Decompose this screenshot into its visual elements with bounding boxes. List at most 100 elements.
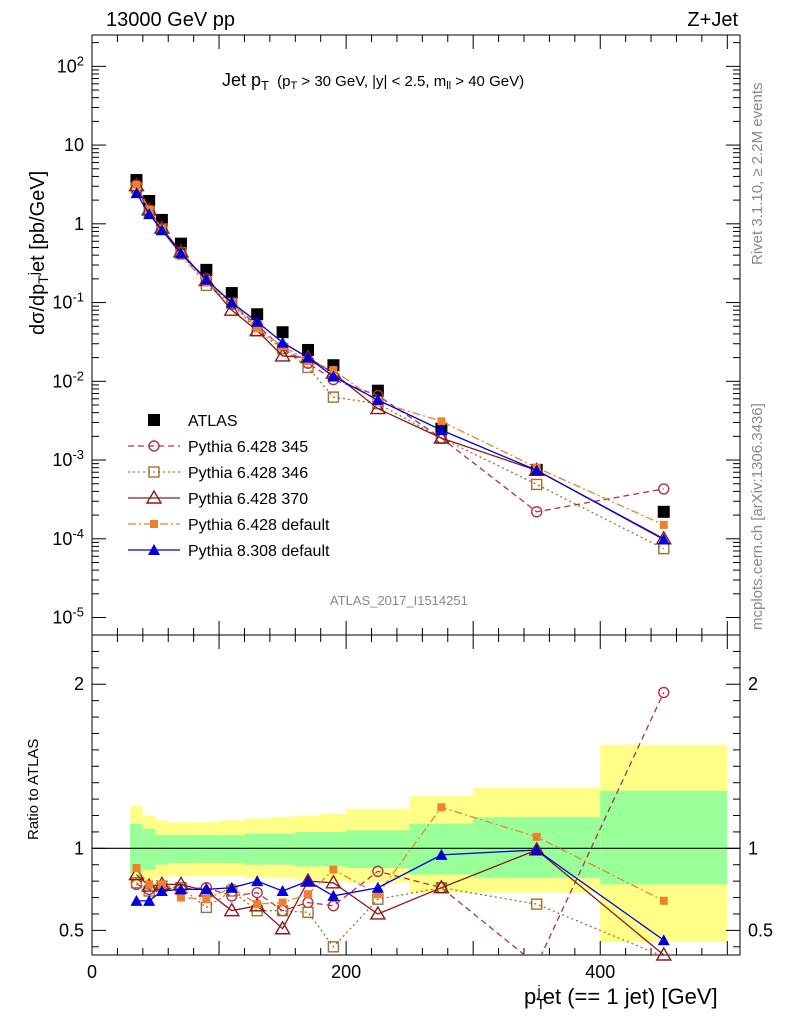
x-tick-label: 0 <box>87 962 97 982</box>
ratio-data-point <box>130 894 143 906</box>
ratio-data-point <box>274 920 291 935</box>
inner-band-bin <box>193 835 220 864</box>
legend-entry-5: Pythia 8.308 default <box>128 543 330 560</box>
legend-label: Pythia 6.428 345 <box>188 439 308 456</box>
ratio-data-point <box>143 894 156 906</box>
legend-label: Pythia 6.428 370 <box>188 491 308 508</box>
main-data-point <box>657 505 670 518</box>
data-series <box>128 174 672 961</box>
x-axis-label: pTjet (== 1 jet) [GeV] <box>524 983 718 1014</box>
ratio-data-point <box>435 848 448 860</box>
ratio-data-point <box>200 883 213 895</box>
ratio-data-point <box>327 941 340 953</box>
main-data-point <box>437 417 446 426</box>
ratio-data-point <box>327 889 340 901</box>
main-data-point <box>200 263 213 276</box>
legend-entry-0: ATLAS <box>148 413 238 430</box>
legend-entry-1: Pythia 6.428 345 <box>128 439 308 456</box>
main-data-point <box>530 464 543 476</box>
inner-band-bin <box>269 833 296 865</box>
main-data-point <box>274 347 291 362</box>
ratio-data-point <box>145 880 154 889</box>
main-data-point <box>435 424 448 436</box>
main-data-point <box>531 506 543 518</box>
ratio-data-point <box>437 803 446 812</box>
ratio-data-point <box>329 865 338 874</box>
ratio-data-point <box>304 890 312 899</box>
main-data-point <box>657 533 670 545</box>
legend-entry-2: Pythia 6.428 346 <box>128 465 308 482</box>
ratio-data-point <box>278 898 287 907</box>
main-data-point <box>276 326 289 339</box>
x-tick-label: 200 <box>331 962 361 982</box>
ratio-data-point <box>157 880 166 889</box>
main-data-point <box>200 273 213 285</box>
main-data-point <box>327 391 340 403</box>
legend-label: ATLAS <box>188 413 238 430</box>
ratio-data-point <box>132 864 141 873</box>
inner-band-bin <box>600 790 728 885</box>
ratio-data-point <box>202 895 211 904</box>
main-y-axis-label: dσ/dpTjet [pb/GeV] <box>25 171 51 335</box>
ratio-data-point <box>532 832 541 841</box>
main-data-point <box>132 180 141 189</box>
ratio-data-point <box>433 879 450 894</box>
main-data-point <box>143 208 156 220</box>
legend-entry-3: Pythia 6.428 370 <box>128 489 308 508</box>
inner-band-bin <box>168 835 194 864</box>
ratio-data-point <box>253 900 262 909</box>
ratio-data-point <box>223 902 240 917</box>
ratio-data-point <box>657 934 670 946</box>
main-data-point <box>225 287 238 300</box>
ratio-y-tick-label-right: 1 <box>748 838 758 858</box>
ratio-data-point <box>251 875 264 887</box>
inner-band-bin <box>155 835 169 865</box>
process-label: Z+Jet <box>687 9 738 31</box>
main-data-point <box>155 224 168 236</box>
main-y-tick-label: 1 <box>74 214 84 234</box>
legend-marker <box>148 466 160 478</box>
legend-label: Pythia 6.428 default <box>188 517 330 534</box>
legend-marker <box>150 520 158 528</box>
main-data-point <box>433 429 450 444</box>
main-series-line <box>135 184 665 526</box>
main-series-line <box>135 187 665 550</box>
ratio-data-point <box>658 686 670 699</box>
ratio-data-point <box>302 906 314 919</box>
analysis-id-label: ATLAS_2017_I1514251 <box>330 593 468 608</box>
main-data-point <box>369 400 387 415</box>
main-data-point <box>251 315 264 327</box>
legend-label: Pythia 6.428 346 <box>188 465 308 482</box>
ratio-data-point <box>369 905 387 920</box>
main-data-point <box>225 296 238 308</box>
main-data-point <box>659 520 668 529</box>
ratio-y-axis-label: Ratio to ATLAS <box>25 739 42 840</box>
legend-marker <box>148 544 160 555</box>
main-data-point <box>253 324 262 333</box>
uncertainty-bands <box>92 744 740 942</box>
ratio-data-point <box>225 881 238 893</box>
ratio-data-point <box>155 885 168 896</box>
ratio-data-point <box>530 843 543 855</box>
ratio-data-point <box>371 881 384 893</box>
legend-marker <box>148 414 160 426</box>
legend: ATLAS Pythia 6.428 345 Pythia 6.428 346 Pyt… <box>128 413 330 560</box>
ratio-data-point <box>276 885 289 896</box>
mcplots-label: mcplots.cern.ch [arXiv:1306.3436] <box>749 403 766 630</box>
inner-band-bin <box>320 831 347 867</box>
main-data-point <box>302 351 314 363</box>
main-data-point <box>371 393 384 405</box>
inner-band-bin <box>295 831 321 867</box>
x-tick-label: 400 <box>585 962 615 982</box>
ratio-data-point <box>174 883 187 895</box>
main-data-point <box>276 336 289 348</box>
energy-label: 13000 GeV pp <box>106 9 235 31</box>
legend-entry-4: Pythia 6.428 default <box>128 517 330 534</box>
ratio-data-point <box>655 946 672 961</box>
ratio-data-point <box>373 890 382 899</box>
main-y-tick-label: 10 <box>64 135 84 155</box>
main-data-point <box>329 366 338 375</box>
ratio-data-point <box>531 898 543 910</box>
ratio-y-tick-label: 2 <box>74 674 84 694</box>
main-series-5 <box>130 187 670 545</box>
